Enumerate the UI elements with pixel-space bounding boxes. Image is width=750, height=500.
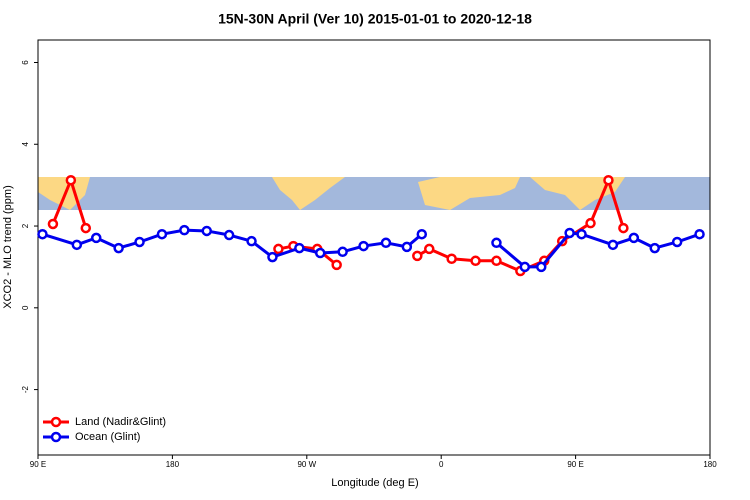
x-tick-label: 0 bbox=[439, 460, 444, 469]
data-point bbox=[536, 261, 547, 273]
data-point bbox=[607, 239, 619, 251]
land-shape bbox=[272, 177, 345, 210]
data-point bbox=[491, 237, 502, 249]
data-point bbox=[694, 228, 705, 240]
data-point bbox=[358, 240, 369, 252]
data-point bbox=[267, 251, 278, 263]
x-tick-label: 90 W bbox=[297, 460, 316, 469]
data-point bbox=[156, 228, 168, 240]
data-point bbox=[201, 225, 212, 237]
data-point bbox=[649, 242, 660, 254]
data-point bbox=[416, 228, 428, 240]
legend-marker bbox=[50, 416, 62, 428]
data-point bbox=[446, 253, 457, 264]
map-band bbox=[38, 177, 710, 210]
data-point bbox=[618, 222, 629, 234]
land-shape bbox=[418, 177, 520, 210]
data-point bbox=[671, 236, 683, 248]
data-point bbox=[71, 239, 83, 251]
y-tick-label: -2 bbox=[21, 385, 30, 393]
x-axis-label: Longitude (deg E) bbox=[331, 477, 418, 489]
legend-label: Ocean (Glint) bbox=[75, 431, 140, 443]
data-point bbox=[519, 261, 531, 273]
data-point bbox=[273, 243, 284, 255]
data-point bbox=[576, 228, 587, 240]
x-tick-label: 180 bbox=[166, 460, 180, 469]
data-point bbox=[470, 255, 481, 267]
data-point bbox=[314, 247, 326, 259]
data-point bbox=[603, 174, 614, 186]
series-line bbox=[42, 228, 701, 269]
data-point bbox=[223, 229, 235, 241]
plot-frame bbox=[37, 39, 711, 456]
data-point bbox=[47, 218, 59, 230]
y-tick-label: 0 bbox=[21, 305, 30, 310]
y-tick-label: 4 bbox=[21, 141, 30, 146]
data-point bbox=[80, 222, 92, 234]
data-point bbox=[113, 242, 124, 254]
data-point bbox=[380, 237, 392, 249]
data-point bbox=[412, 250, 423, 262]
x-tick-label: 90 E bbox=[567, 460, 583, 469]
data-point bbox=[134, 236, 145, 248]
data-point bbox=[564, 227, 575, 239]
data-point bbox=[37, 228, 48, 240]
data-point bbox=[491, 255, 502, 267]
data-point bbox=[294, 242, 305, 254]
chart-title: 15N-30N April (Ver 10) 2015-01-01 to 202… bbox=[218, 11, 532, 27]
data-point bbox=[90, 232, 102, 244]
data-point bbox=[65, 174, 77, 186]
y-tick-label: 2 bbox=[21, 223, 30, 228]
land-shape bbox=[530, 177, 625, 210]
x-tick-label: 90 E bbox=[30, 460, 46, 469]
data-point bbox=[585, 217, 596, 229]
legend-label: Land (Nadir&Glint) bbox=[75, 416, 166, 428]
y-tick-label: 6 bbox=[21, 60, 30, 65]
legend-marker bbox=[50, 431, 62, 443]
x-tick-label: 180 bbox=[703, 460, 717, 469]
data-point bbox=[179, 224, 190, 236]
data-point bbox=[331, 259, 342, 271]
data-point bbox=[401, 241, 413, 253]
data-point bbox=[424, 243, 435, 255]
data-point bbox=[246, 235, 257, 247]
data-point bbox=[337, 246, 348, 258]
y-axis-label: XCO2 - MLO trend (ppm) bbox=[2, 185, 14, 308]
data-point bbox=[628, 232, 640, 244]
